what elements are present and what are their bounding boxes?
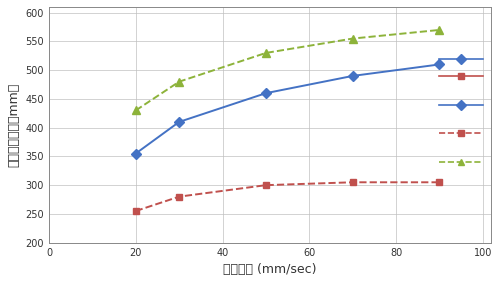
X-axis label: 射出速度 (mm/sec): 射出速度 (mm/sec) <box>224 263 317 276</box>
Y-axis label: スパイラル長（mm）: スパイラル長（mm） <box>7 83 20 167</box>
